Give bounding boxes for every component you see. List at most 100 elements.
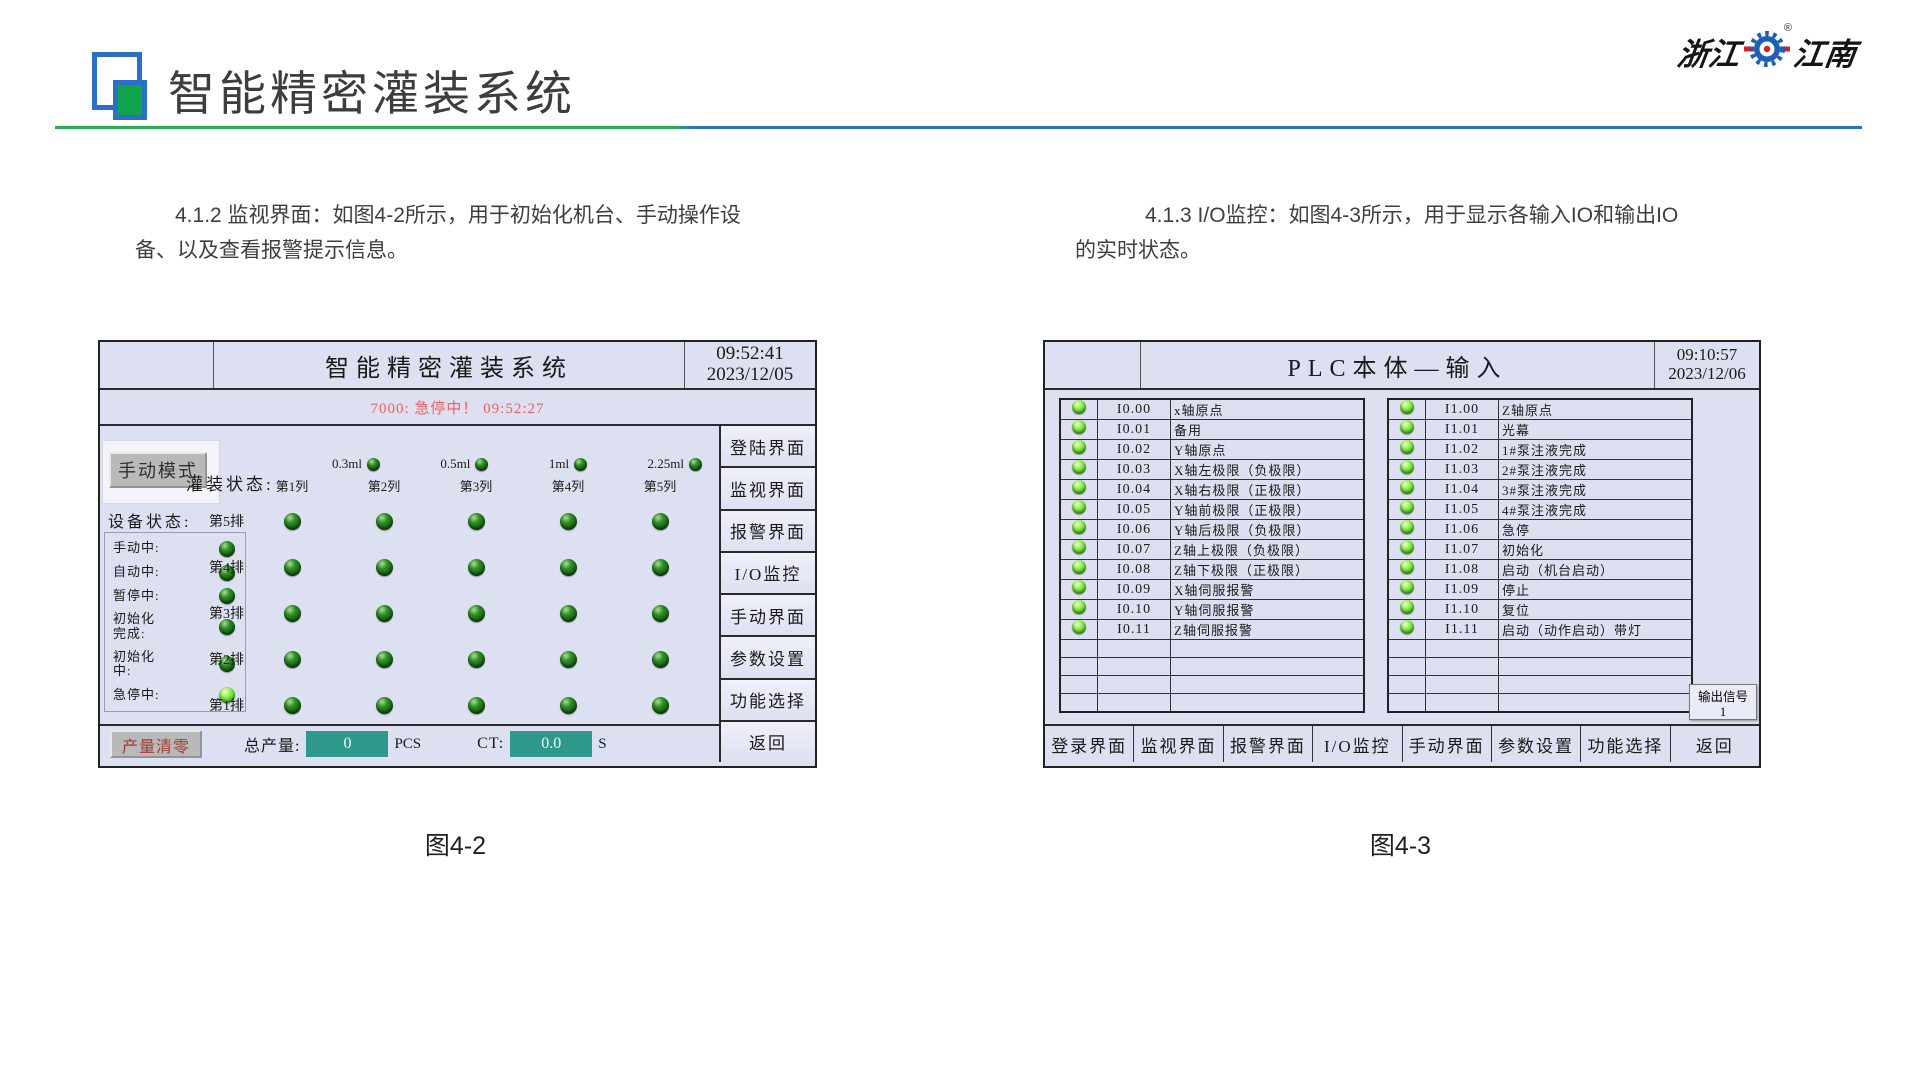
led-on-indicator xyxy=(1400,460,1414,474)
io-led-cell xyxy=(1059,579,1098,600)
led-off-indicator xyxy=(475,457,489,471)
device-status-name: 初始化 完成: xyxy=(113,610,156,641)
total-production-value[interactable]: 0 xyxy=(306,731,389,757)
gear-icon: ® xyxy=(1744,22,1792,77)
grid-led-cell xyxy=(522,544,614,590)
io-led-cell xyxy=(1387,539,1426,560)
led-off-indicator xyxy=(559,512,577,530)
io-description: X轴右极限（正极限） xyxy=(1170,479,1365,500)
io-led-cell xyxy=(1059,619,1098,640)
io-row: I0.09 X轴伺服报警 xyxy=(1059,579,1365,600)
io-address: I1.11 xyxy=(1425,619,1499,640)
io-led-cell xyxy=(1387,675,1426,694)
ct-value[interactable]: 0.0 xyxy=(510,731,593,757)
led-off-indicator xyxy=(375,604,393,622)
device-status-row: 自动中: xyxy=(113,564,235,581)
led-on-indicator xyxy=(1072,560,1086,574)
io-address: I0.08 xyxy=(1097,559,1171,580)
io-row: I1.11 启动（动作启动）带灯 xyxy=(1387,619,1693,640)
io-row: I1.02 1#泵注液完成 xyxy=(1387,439,1693,460)
menu-button[interactable]: 监视界面 xyxy=(721,468,815,511)
io-address xyxy=(1097,639,1171,658)
io-row: I1.05 4#泵注液完成 xyxy=(1387,499,1693,520)
io-row: I0.04 X轴右极限（正极限） xyxy=(1059,479,1365,500)
nav-button[interactable]: I/O监控 xyxy=(1312,726,1401,762)
led-off-indicator xyxy=(559,650,577,668)
menu-button[interactable]: 返回 xyxy=(721,721,815,762)
menu-button[interactable]: 参数设置 xyxy=(721,637,815,680)
led-on-indicator xyxy=(1400,620,1414,634)
led-off-indicator xyxy=(219,564,235,581)
led-on-indicator xyxy=(1072,460,1086,474)
grid-led-cell xyxy=(338,590,430,636)
io-description xyxy=(1170,639,1365,658)
nav-button[interactable]: 功能选择 xyxy=(1580,726,1669,762)
io-description: 2#泵注液完成 xyxy=(1498,459,1693,480)
io-description: 复位 xyxy=(1498,599,1693,620)
io-description xyxy=(1170,675,1365,694)
led-off-indicator xyxy=(283,558,301,576)
grid-col-header: 第4列 xyxy=(551,478,585,494)
led-off-indicator xyxy=(559,558,577,576)
io-description xyxy=(1498,639,1693,658)
grid-led-cell xyxy=(246,544,338,590)
io-description: 急停 xyxy=(1498,519,1693,540)
io-row-empty xyxy=(1059,639,1365,658)
grid-led-cell xyxy=(430,590,522,636)
nav-button[interactable]: 报警界面 xyxy=(1222,726,1312,762)
io-row-empty xyxy=(1387,693,1693,713)
io-description: Y轴原点 xyxy=(1170,439,1365,460)
io-led-cell xyxy=(1059,419,1098,440)
menu-button[interactable]: I/O监控 xyxy=(721,552,815,595)
device-status-name: 自动中: xyxy=(113,564,160,580)
output-signal-button[interactable]: 输出信号1 xyxy=(1689,684,1757,720)
io-address: I0.02 xyxy=(1097,439,1171,460)
menu-button[interactable]: 功能选择 xyxy=(721,679,815,722)
io-address: I0.01 xyxy=(1097,419,1171,440)
manual-mode-button[interactable]: 手动模式 xyxy=(109,452,207,488)
grid-led-cell xyxy=(246,498,338,544)
io-row-empty xyxy=(1387,639,1693,658)
io-row: I0.05 Y轴前极限（正极限） xyxy=(1059,499,1365,520)
led-off-indicator xyxy=(651,650,669,668)
io-description: 4#泵注液完成 xyxy=(1498,499,1693,520)
menu-button[interactable]: 登陆界面 xyxy=(721,426,815,469)
io-description: X轴伺服报警 xyxy=(1170,579,1365,600)
grid-led-cell xyxy=(338,636,430,682)
nav-button[interactable]: 参数设置 xyxy=(1490,726,1580,762)
nav-button[interactable]: 手动界面 xyxy=(1401,726,1491,762)
io-led-cell xyxy=(1387,619,1426,640)
ct-label: CT: xyxy=(477,735,505,752)
grid-led-cell xyxy=(430,682,522,728)
io-address xyxy=(1425,639,1499,658)
menu-button[interactable]: 手动界面 xyxy=(721,595,815,638)
menu-button[interactable]: 报警界面 xyxy=(721,510,815,553)
grid-led-cell xyxy=(338,544,430,590)
io-description xyxy=(1498,675,1693,694)
io-description: Y轴伺服报警 xyxy=(1170,599,1365,620)
led-on-indicator xyxy=(1400,560,1414,574)
volume-led-item: 0.5ml xyxy=(440,456,489,472)
led-off-indicator xyxy=(375,512,393,530)
nav-button[interactable]: 监视界面 xyxy=(1133,726,1222,762)
io-row: I1.04 3#泵注液完成 xyxy=(1387,479,1693,500)
grid-row-label: 第3排 xyxy=(209,607,244,622)
hmi-io-nav-bar: 登录界面 监视界面 报警界面 I/O监控 手动界面 参数设置 功能选择 返回 xyxy=(1045,724,1759,762)
led-off-indicator xyxy=(467,604,485,622)
device-status-row: 初始化 完成: xyxy=(113,610,235,642)
io-led-cell xyxy=(1059,479,1098,500)
brand-text-right: 江南 xyxy=(1790,37,1859,73)
hmi-io-body: I0.00 x轴原点 I0.01 备用 I0.02 Y轴原点 I0.03 X轴左极限（负极限）… xyxy=(1045,390,1759,724)
grid-corner xyxy=(196,472,246,498)
nav-button[interactable]: 登录界面 xyxy=(1051,736,1128,756)
clear-production-button[interactable]: 产量清零 xyxy=(110,730,202,758)
grid-led-cell xyxy=(522,590,614,636)
nav-button[interactable]: 返回 xyxy=(1669,726,1759,762)
grid-led-cell xyxy=(246,636,338,682)
io-led-cell xyxy=(1387,519,1426,540)
io-address: I1.06 xyxy=(1425,519,1499,540)
io-led-cell xyxy=(1059,439,1098,460)
io-led-cell xyxy=(1387,599,1426,620)
hmi-io-screenshot: PLC本体—输入 09:10:57 2023/12/06 I0.00 x轴原点 I0… xyxy=(1043,340,1761,768)
total-production-label: 总产量: xyxy=(244,738,301,755)
